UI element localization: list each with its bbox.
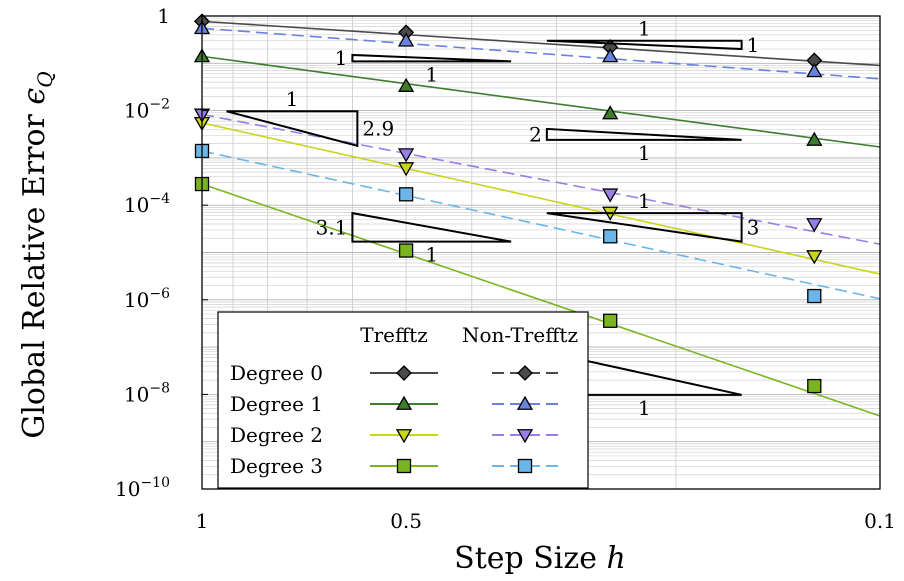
fit-line-degree-1-trefftz — [201, 55, 881, 148]
data-point-degree-2-non-trefftz — [397, 148, 415, 163]
fit-line-degree-3-trefftz — [201, 183, 881, 417]
slope-rise-label: 1 — [747, 33, 760, 57]
slope-rise-label: 1 — [335, 46, 348, 70]
y-tick-label: 10−6 — [124, 286, 170, 312]
legend-marker-trefftz — [395, 429, 413, 444]
slope-rise-label: 2 — [529, 122, 542, 146]
slope-triangle — [351, 53, 512, 63]
fit-line-degree-1-non-trefftz — [201, 27, 881, 80]
data-point-degree-2-trefftz — [806, 250, 823, 265]
data-point-degree-1-non-trefftz — [397, 32, 415, 47]
x-axis-label: Step Size h — [454, 541, 626, 576]
slope-triangle — [546, 39, 743, 51]
x-tick-label: 1 — [196, 509, 209, 533]
data-point-degree-1-non-trefftz — [806, 62, 823, 78]
y-tick-label: 10−4 — [124, 191, 170, 217]
plot-frame — [201, 15, 881, 490]
data-point-degree-1-non-trefftz — [602, 48, 619, 63]
data-point-degree-2-non-trefftz — [806, 218, 823, 233]
slope-run-label: 1 — [425, 62, 438, 86]
y-tick-label: 10−2 — [124, 97, 170, 123]
legend-marker-trefftz — [395, 395, 413, 410]
slope-triangle — [226, 110, 359, 148]
slope-run-label: 1 — [638, 396, 651, 420]
data-point-degree-3-non-trefftz — [603, 229, 618, 244]
data-point-degree-1-trefftz — [806, 131, 823, 146]
slope-run-label: 1 — [425, 243, 438, 267]
legend-header-non-trefftz: Non-Trefftz — [462, 323, 578, 347]
fit-line-degree-0-trefftz — [201, 20, 881, 67]
legend-marker-non-trefftz — [516, 429, 534, 444]
x-tick-label: 0.1 — [864, 509, 896, 533]
slope-rise-label: 2.9 — [362, 117, 394, 141]
y-axis-label: Global Relative Error ϵQ — [17, 71, 57, 438]
data-point-degree-3-trefftz — [603, 313, 618, 328]
legend-marker-trefftz — [396, 458, 412, 474]
y-tick-label: 10−10 — [115, 475, 170, 501]
x-tick-label: 0.5 — [390, 509, 422, 533]
slope-rise-label: 3.1 — [316, 215, 348, 239]
data-point-degree-1-trefftz — [602, 105, 619, 120]
slope-run-label: 1 — [286, 87, 299, 111]
legend-header-trefftz: Trefftz — [360, 323, 428, 347]
legend: Trefftz Non-Trefftz Degree 0 Degree 1 Degree… — [217, 311, 589, 489]
legend-marker-non-trefftz — [517, 458, 533, 474]
y-tick-label: 10−8 — [124, 380, 170, 406]
legend-label-degree-0: Degree 0 — [230, 361, 323, 385]
legend-label-degree-2: Degree 2 — [230, 423, 323, 447]
y-tick-label: 1 — [157, 4, 170, 28]
legend-marker-non-trefftz — [516, 395, 534, 410]
slope-triangle — [351, 211, 512, 243]
legend-label-degree-3: Degree 3 — [230, 454, 323, 478]
data-point-degree-1-trefftz — [397, 77, 415, 92]
data-point-degree-3-non-trefftz — [807, 288, 822, 304]
slope-run-label: 1 — [638, 189, 651, 213]
legend-marker-non-trefftz — [517, 365, 533, 381]
axis-ticks: 1 0.5 0.1 1 10−2 10−4 10−6 10−8 10−10 — [115, 4, 896, 533]
fit-line-degree-2-non-trefftz — [201, 113, 881, 245]
legend-label-degree-1: Degree 1 — [230, 392, 323, 416]
fit-line-degree-2-trefftz — [201, 122, 881, 275]
data-point-degree-3-trefftz — [398, 243, 414, 258]
fit-line-degree-3-non-trefftz — [201, 150, 881, 300]
slope-run-label: 1 — [638, 17, 651, 41]
data-point-degree-2-non-trefftz — [602, 188, 619, 203]
data-point-degree-2-trefftz — [397, 162, 415, 177]
slope-triangle — [545, 127, 742, 141]
data-point-degree-3-trefftz — [807, 378, 822, 394]
slope-rise-label: 3 — [747, 215, 760, 239]
fit-lines — [201, 20, 881, 417]
legend-marker-trefftz — [396, 365, 412, 381]
slope-run-label: 1 — [638, 141, 651, 165]
data-point-degree-3-non-trefftz — [398, 187, 414, 202]
slope-triangle — [546, 212, 743, 243]
